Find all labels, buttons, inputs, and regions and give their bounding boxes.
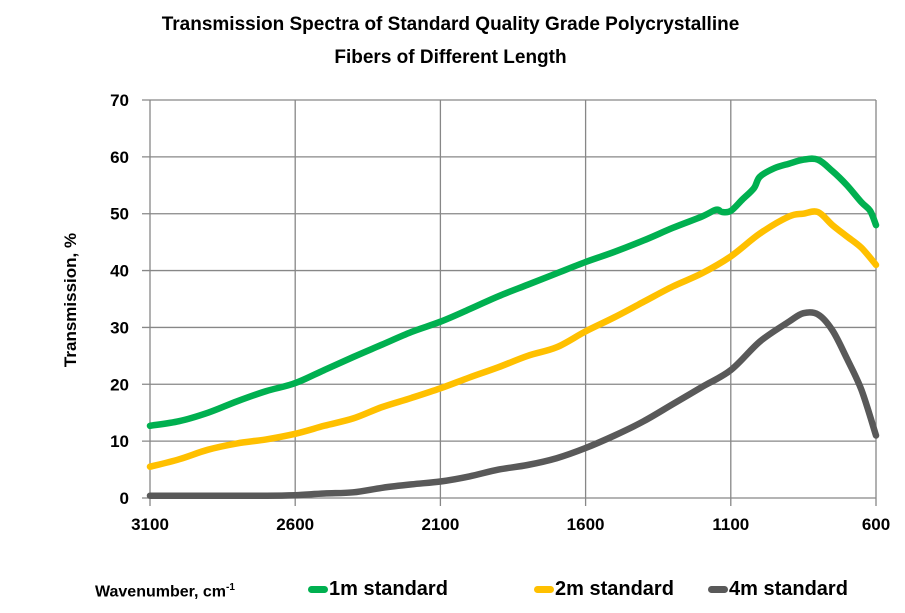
legend-label-1m: 1m standard bbox=[329, 578, 448, 600]
y-tick-label: 10 bbox=[110, 432, 129, 451]
y-tick-label: 20 bbox=[110, 375, 129, 394]
series-lines bbox=[146, 155, 880, 499]
x-tick-label: 3100 bbox=[131, 515, 169, 534]
legend: 1m standard 2m standard 4m standard bbox=[0, 578, 905, 608]
y-tick-label: 50 bbox=[110, 205, 129, 224]
y-tick-label: 40 bbox=[110, 262, 129, 281]
x-tick-label: 2100 bbox=[421, 515, 459, 534]
y-axis-ticks: 0 10 20 30 40 50 60 70 bbox=[110, 91, 129, 508]
legend-swatch-4m bbox=[708, 586, 728, 593]
series-line-1m-standard bbox=[146, 155, 880, 430]
legend-item-2m: 2m standard bbox=[534, 578, 674, 601]
legend-item-1m: 1m standard bbox=[308, 578, 448, 601]
legend-swatch-2m bbox=[534, 586, 554, 593]
legend-item-4m: 4m standard bbox=[708, 578, 848, 601]
x-axis-label-superscript: -1 bbox=[226, 582, 235, 593]
chart-title: Transmission Spectra of Standard Quality… bbox=[161, 14, 740, 35]
x-axis-label-text: Wavenumber, cm bbox=[95, 583, 227, 601]
x-axis-label: Wavenumber, cm-1 bbox=[95, 582, 235, 601]
legend-swatch-1m bbox=[308, 586, 328, 593]
x-tick-label: 1600 bbox=[567, 515, 605, 534]
y-tick-label: 70 bbox=[110, 91, 129, 110]
series-line-2m-standard bbox=[146, 208, 880, 470]
y-tick-label: 0 bbox=[120, 489, 129, 508]
x-axis-ticks: 3100 2600 2100 1600 1100 600 bbox=[131, 515, 890, 534]
x-tick-label: 2600 bbox=[276, 515, 314, 534]
y-tick-label: 60 bbox=[110, 148, 129, 167]
legend-label-2m: 2m standard bbox=[555, 578, 674, 600]
grid bbox=[142, 99, 877, 506]
y-tick-label: 30 bbox=[110, 318, 129, 337]
legend-label-4m: 4m standard bbox=[729, 578, 848, 600]
series-line-4m-standard bbox=[146, 309, 880, 499]
x-tick-label: 1100 bbox=[712, 515, 749, 534]
x-tick-label: 600 bbox=[862, 515, 890, 534]
chart-title-line2: Fibers of Different Length bbox=[334, 47, 567, 68]
y-axis-label: Transmission, % bbox=[61, 233, 80, 367]
